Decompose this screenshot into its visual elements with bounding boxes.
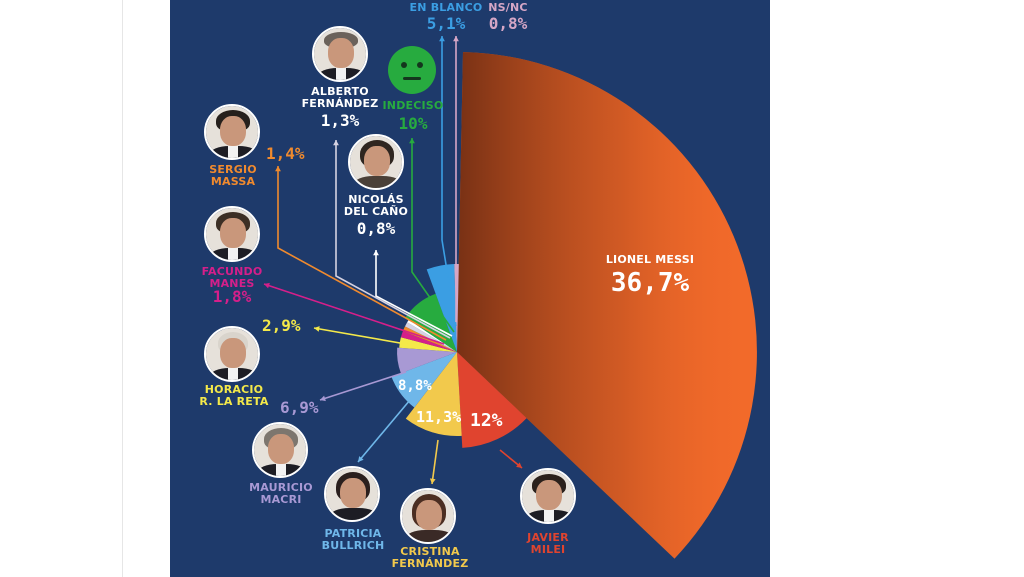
label-cristina: CRISTINA FERNÁNDEZ	[391, 545, 469, 570]
leader-manes-arrowhead	[264, 282, 270, 289]
leader-macri	[319, 371, 407, 401]
slice-facundo-manes	[400, 331, 457, 352]
leader-massa-arrowhead	[275, 166, 281, 172]
portrait-milei	[520, 468, 576, 524]
leader-milei-arrowhead	[516, 462, 522, 468]
label-messi-pct: 36,7%	[610, 267, 690, 298]
label-cristina-pct: 11,3%	[416, 408, 462, 426]
slice-mauricio-macri	[397, 347, 457, 374]
label-messi: LIONEL MESSI 36,7%	[590, 254, 710, 297]
portrait-delcano	[348, 134, 404, 190]
slice-cristina-fern-ndez	[405, 352, 462, 437]
label-delcano: NICOLÁS DEL CAÑO 0,8%	[343, 193, 409, 239]
slice-alberto-fern-ndez	[405, 322, 457, 352]
label-milei-pct: 12%	[470, 410, 503, 431]
label-milei: JAVIER MILEI	[527, 531, 569, 556]
label-fernandez: ALBERTO FERNÁNDEZ 1,3%	[301, 85, 379, 131]
slice-horacio-r-la-reta	[399, 337, 457, 352]
leader-cristina-arrowhead	[429, 478, 436, 484]
portrait-macri	[252, 422, 308, 478]
portrait-cristina	[400, 488, 456, 544]
poll-infographic: LIONEL MESSI 36,7% 12% JAVIER MILEI 11,3…	[170, 0, 770, 577]
label-larreta: HORACIO R. LA RETA	[199, 383, 269, 408]
portrait-massa	[204, 104, 260, 160]
label-indeciso: INDECISO 10%	[382, 99, 444, 133]
pie-chart	[263, 36, 757, 559]
messi-photo-shade	[457, 52, 757, 559]
slice-patricia-bullrich	[391, 352, 457, 408]
label-bullrich: PATRICIA BULLRICH	[321, 527, 385, 552]
portrait-larreta	[204, 326, 260, 382]
neutral-face-icon	[388, 46, 436, 94]
leader-bullrich-arrowhead	[358, 456, 364, 462]
leader-cristina	[431, 439, 439, 485]
portrait-manes	[204, 206, 260, 262]
leader-delcano	[375, 250, 453, 337]
label-massa-pct: 1,4%	[266, 144, 305, 163]
label-messi-name: LIONEL MESSI	[605, 253, 695, 266]
label-macri-pct: 6,9%	[280, 398, 319, 417]
leader-indeciso	[411, 138, 455, 333]
leader-indeciso-arrowhead	[409, 138, 415, 144]
label-macri: MAURICIO MACRI	[249, 481, 313, 506]
leader-blanco-arrowhead	[439, 36, 445, 42]
label-massa: SERGIO MASSA	[209, 163, 257, 188]
leader-fernandez-arrowhead	[333, 140, 339, 146]
label-bullrich-pct: 8,8%	[398, 378, 432, 394]
leader-larreta-arrowhead	[314, 326, 320, 332]
leader-nsnc-arrowhead	[453, 36, 459, 42]
leader-fernandez	[335, 140, 451, 339]
label-nsnc: NS/NC 0,8%	[488, 1, 528, 33]
slice-indeciso	[405, 293, 457, 352]
label-larreta-pct: 2,9%	[262, 316, 301, 335]
leader-macri-arrowhead	[320, 395, 326, 402]
label-manes: FACUNDO MANES 1,8%	[201, 265, 263, 307]
leader-larreta	[313, 327, 441, 351]
page-edge-line	[122, 0, 123, 577]
portrait-fernandez	[312, 26, 368, 82]
slice-nicol-s-del-ca-o	[407, 319, 457, 352]
leader-manes	[263, 283, 445, 345]
label-blanco: EN BLANCO 5,1%	[409, 1, 483, 33]
leader-blanco	[441, 36, 457, 327]
leader-delcano-arrowhead	[373, 250, 379, 256]
leader-bullrich	[357, 399, 411, 463]
leader-massa	[277, 166, 447, 341]
slice-javier-milei	[457, 352, 527, 448]
portrait-bullrich	[324, 466, 380, 522]
